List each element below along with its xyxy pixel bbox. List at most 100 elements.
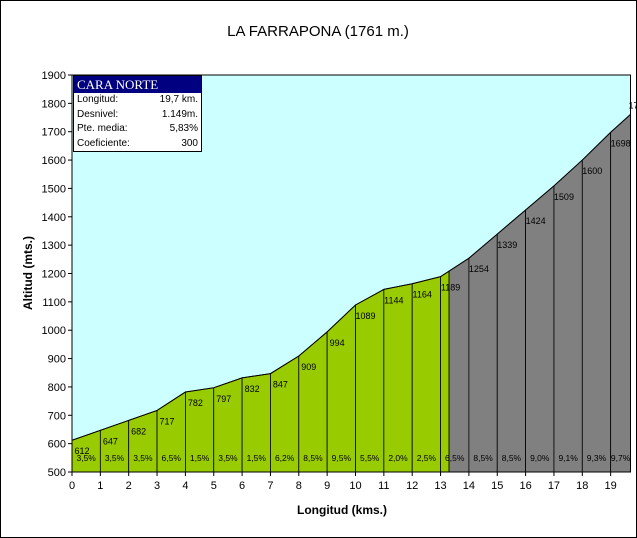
altitude-label: 682 <box>131 426 146 436</box>
profile-segment <box>326 304 356 473</box>
gradient-label: 8,5% <box>473 453 493 463</box>
x-tick-label: 10 <box>349 480 361 492</box>
altitude-label: 1164 <box>413 290 432 300</box>
y-tick-label: 1100 <box>42 297 66 309</box>
altitude-label: 612 <box>74 446 89 456</box>
info-value: 300 <box>181 137 198 149</box>
profile-segment <box>411 276 441 473</box>
altitude-label: 847 <box>273 380 288 390</box>
x-tick-label: 2 <box>126 480 132 492</box>
info-label: Desnivel: <box>77 108 119 120</box>
y-tick-label: 500 <box>48 467 66 479</box>
x-tick-label: 6 <box>239 480 245 492</box>
gradient-label: 3,5% <box>133 453 153 463</box>
profile-segment <box>440 270 450 473</box>
altitude-label: 1144 <box>384 295 403 305</box>
x-tick-label: 13 <box>434 480 446 492</box>
x-tick-label: 15 <box>491 480 503 492</box>
info-row-pendiente: Pte. media: 5,83% <box>74 122 201 137</box>
profile-line <box>71 114 631 441</box>
altitude-label: 1189 <box>441 283 460 293</box>
altitude-label: 647 <box>103 436 118 446</box>
gradient-label: 6,2% <box>275 453 295 463</box>
gradient-label: 5,5% <box>360 453 380 463</box>
x-tick-label: 4 <box>182 480 188 492</box>
gradient-label: 9,0% <box>530 453 550 463</box>
info-label: Pte. media: <box>77 123 128 134</box>
altitude-label: 994 <box>330 338 345 348</box>
altitude-label: 797 <box>216 394 231 404</box>
info-value: 5,83% <box>169 123 198 134</box>
altitude-label: 782 <box>188 398 203 408</box>
info-label: Longitud: <box>77 94 119 105</box>
altitude-label: 717 <box>160 416 175 426</box>
y-tick-label: 1200 <box>42 269 66 281</box>
y-tick-label: 1800 <box>42 98 66 110</box>
x-tick-label: 3 <box>154 480 160 492</box>
y-tick-label: 1600 <box>42 155 66 167</box>
gradient-label: 9,1% <box>558 453 578 463</box>
x-tick-label: 14 <box>463 480 475 492</box>
gradient-label: 3,5% <box>105 453 125 463</box>
profile-segment <box>383 283 413 473</box>
y-tick-label: 900 <box>48 354 66 366</box>
info-row-longitud: Longitud: 19,7 km. <box>74 93 201 108</box>
x-axis-title: Longitud (kms.) <box>297 503 387 517</box>
y-tick-label: 1500 <box>42 183 66 195</box>
x-tick-label: 17 <box>548 480 560 492</box>
altitude-label: 1424 <box>526 216 546 226</box>
altitude-label: 1089 <box>355 311 375 321</box>
profile-segment <box>525 185 555 473</box>
profile-segment <box>553 159 583 473</box>
x-tick-label: 19 <box>605 480 617 492</box>
profile-segment <box>581 131 612 473</box>
info-row-desnivel: Desnivel: 1.149m. <box>74 108 201 123</box>
gradient-label: 9,5% <box>332 453 352 463</box>
x-tick-label: 9 <box>324 480 330 492</box>
info-value: 19,7 km. <box>159 94 198 105</box>
gradient-label: 1,5% <box>247 453 267 463</box>
profile-segment <box>610 113 631 473</box>
gradient-label: 2,0% <box>388 453 408 463</box>
y-tick-label: 1000 <box>42 325 66 337</box>
x-tick-label: 16 <box>519 480 531 492</box>
y-axis-title: Altitud (mts.) <box>21 236 35 310</box>
chart-title: LA FARRAPONA (1761 m.) <box>227 23 409 40</box>
x-tick-label: 8 <box>296 480 302 492</box>
y-tick-label: 800 <box>48 382 66 394</box>
y-tick-label: 1900 <box>42 70 66 82</box>
gradient-label: 3,5% <box>218 453 238 463</box>
altitude-label: 1600 <box>582 166 602 176</box>
y-tick-label: 600 <box>48 439 66 451</box>
x-tick-label: 18 <box>576 480 588 492</box>
y-tick-label: 1400 <box>42 212 66 224</box>
info-box-header: CARA NORTE <box>74 76 201 93</box>
gradient-label: 2,5% <box>417 453 437 463</box>
gradient-label: 9,7% <box>611 453 631 463</box>
x-tick-label: 5 <box>211 480 217 492</box>
altitude-label: 1698 <box>611 138 631 148</box>
x-tick-label: 12 <box>406 480 418 492</box>
info-value: 1.149m. <box>161 108 198 120</box>
altitude-label: 832 <box>245 384 260 394</box>
info-row-coeficiente: Coeficiente: 300 <box>74 137 201 152</box>
gradient-label: 9,3% <box>587 453 607 463</box>
altitude-label: 1761 <box>628 100 637 110</box>
info-box: CARA NORTE Longitud: 19,7 km. Desnivel: … <box>73 75 202 152</box>
info-label: Coeficiente: <box>77 137 130 149</box>
gradient-label: 8,5% <box>303 453 323 463</box>
x-tick-label: 7 <box>267 480 273 492</box>
gradient-label: 8,5% <box>502 453 522 463</box>
altitude-label: 909 <box>301 362 316 372</box>
y-tick-label: 700 <box>48 410 66 422</box>
x-tick-label: 0 <box>69 480 75 492</box>
gradient-label: 3,5% <box>76 453 96 463</box>
x-tick-label: 1 <box>97 480 103 492</box>
y-tick-label: 1300 <box>42 240 66 252</box>
y-tick-label: 1700 <box>42 127 66 139</box>
gradient-label: 1,5% <box>190 453 210 463</box>
gradient-label: 6,5% <box>445 453 465 463</box>
x-tick-label: 11 <box>378 480 389 492</box>
gradient-label: 6,5% <box>162 453 182 463</box>
altitude-label: 1339 <box>497 240 517 250</box>
